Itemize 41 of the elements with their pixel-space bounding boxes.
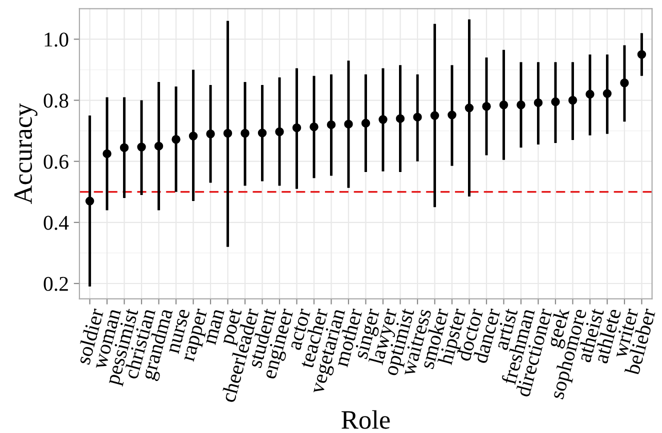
point	[85, 196, 94, 206]
x-tick-label: man	[206, 308, 225, 346]
point	[223, 128, 232, 138]
point	[448, 110, 456, 120]
point	[430, 111, 440, 120]
point	[137, 142, 146, 152]
point	[120, 143, 129, 152]
point	[413, 112, 422, 122]
point	[586, 90, 594, 99]
point	[310, 122, 318, 132]
point	[292, 123, 302, 132]
point	[206, 129, 215, 138]
y-axis-title: Accuracy	[14, 103, 38, 204]
point	[396, 114, 405, 123]
y-tick-label: 0.6	[44, 154, 68, 169]
point	[637, 50, 646, 59]
point	[516, 100, 526, 110]
point	[172, 134, 180, 144]
point	[326, 120, 336, 130]
y-tick-label: 1.0	[44, 32, 68, 47]
point	[620, 78, 629, 88]
point	[602, 89, 612, 98]
point	[551, 97, 560, 106]
point	[275, 127, 284, 136]
y-tick-label: 0.8	[44, 94, 68, 108]
point	[464, 104, 474, 112]
point	[102, 149, 112, 158]
point	[188, 132, 198, 140]
point	[568, 96, 578, 105]
point	[499, 100, 508, 110]
point	[154, 142, 164, 150]
point	[534, 98, 543, 108]
y-tick-label: 0.4	[44, 216, 69, 230]
point	[378, 115, 388, 124]
point	[482, 102, 491, 111]
point	[344, 120, 353, 128]
point	[361, 118, 370, 128]
y-tick-label: 0.2	[44, 276, 68, 292]
point	[258, 128, 267, 138]
point	[240, 128, 250, 138]
x-axis-title: Role	[342, 410, 390, 429]
